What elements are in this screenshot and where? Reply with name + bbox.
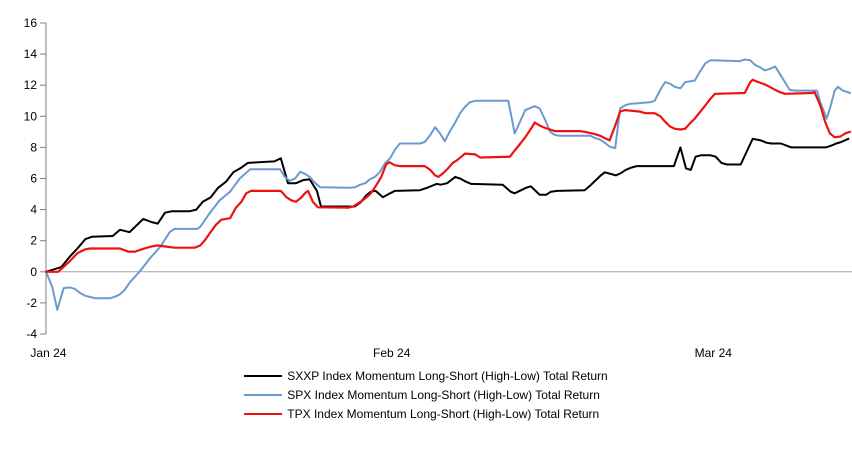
x-tick-label: Feb 24: [373, 346, 411, 360]
x-tick-label: Jan 24: [30, 346, 66, 360]
y-tick-label: -4: [26, 327, 37, 341]
legend-item-spx: SPX Index Momentum Long-Short (High-Low)…: [244, 389, 600, 401]
tpx-line-swatch: [244, 413, 283, 415]
y-tick-label: 2: [30, 234, 37, 248]
legend-label-spx: SPX Index Momentum Long-Short (High-Low)…: [287, 388, 600, 402]
y-tick-label: -2: [26, 296, 37, 310]
legend: SXXP Index Momentum Long-Short (High-Low…: [244, 369, 608, 420]
plot-area: 16 14 12 10 8 6 4 2 0 -2 -4 Jan 24 Feb 24 Mar 24: [24, 16, 852, 360]
y-tick-label: 16: [24, 16, 38, 30]
legend-item-sxxp: SXXP Index Momentum Long-Short (High-Low…: [244, 369, 608, 383]
x-tick-label: Mar 24: [695, 346, 733, 360]
y-tick-label: 6: [30, 172, 37, 186]
sxxp-line-swatch: [244, 375, 283, 377]
y-tick-label: 8: [30, 140, 37, 154]
series-line-0: [45, 137, 850, 273]
y-tick-label: 12: [24, 78, 38, 92]
y-tick-label: 10: [24, 109, 38, 123]
y-tick-label: 4: [30, 203, 37, 217]
legend-item-tpx: TPX Index Momentum Long-Short (High-Low)…: [244, 408, 599, 420]
spx-line-swatch: [244, 394, 283, 396]
series-line-1: [45, 58, 851, 311]
legend-label-tpx: TPX Index Momentum Long-Short (High-Low)…: [287, 407, 600, 421]
y-tick-label: 0: [30, 265, 37, 279]
legend-label-sxxp: SXXP Index Momentum Long-Short (High-Low…: [287, 369, 608, 383]
series-line-2: [44, 78, 852, 273]
y-tick-label: 14: [24, 47, 38, 61]
